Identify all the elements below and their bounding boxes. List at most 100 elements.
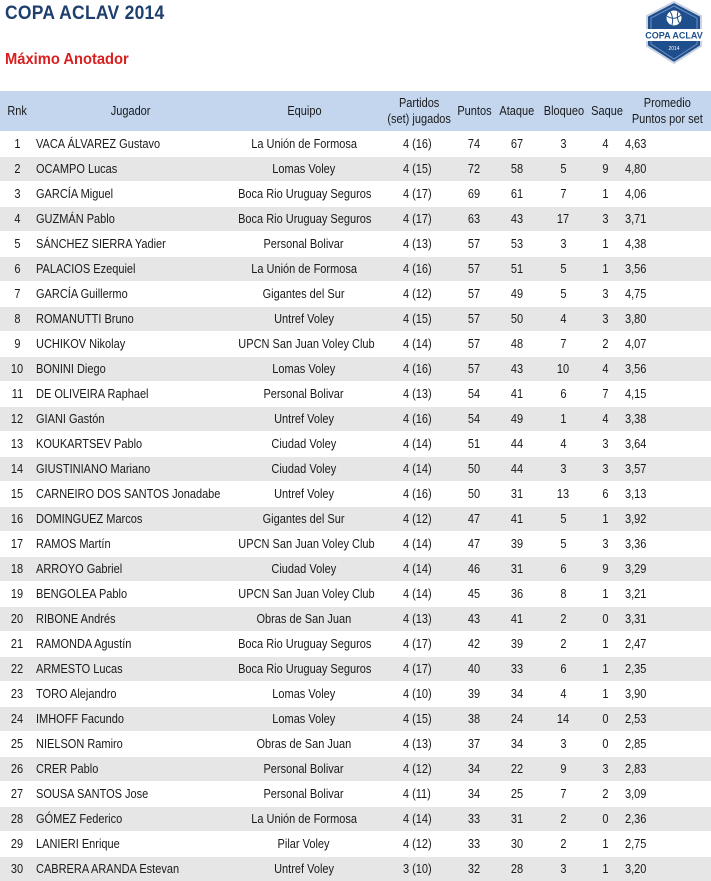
points-cell: 50 xyxy=(453,482,495,507)
team-cell: Untref Voley xyxy=(227,407,381,432)
rank-cell: 6 xyxy=(0,257,34,282)
rank-cell: 15 xyxy=(0,482,34,507)
team-cell: Gigantes del Sur xyxy=(227,507,381,532)
average-cell: 3,29 xyxy=(623,557,711,582)
average-cell: 2,85 xyxy=(623,732,711,757)
matches-cell: 4 (14) xyxy=(381,582,453,607)
player-cell: PALACIOS Ezequiel xyxy=(34,257,227,282)
attack-cell: 50 xyxy=(495,307,539,332)
team-cell: Boca Rio Uruguay Seguros xyxy=(227,632,381,657)
rank-cell: 25 xyxy=(0,732,34,757)
team-cell: Personal Bolivar xyxy=(227,782,381,807)
player-cell: LANIERI Enrique xyxy=(34,832,227,857)
attack-cell: 43 xyxy=(495,207,539,232)
average-cell: 3,71 xyxy=(623,207,711,232)
points-cell: 57 xyxy=(453,357,495,382)
column-header-rnk: Rnk xyxy=(0,91,34,132)
matches-cell: 4 (14) xyxy=(381,332,453,357)
points-cell: 39 xyxy=(453,682,495,707)
attack-cell: 31 xyxy=(495,807,539,832)
attack-cell: 61 xyxy=(495,182,539,207)
block-cell: 2 xyxy=(539,632,587,657)
attack-cell: 24 xyxy=(495,707,539,732)
matches-cell: 4 (14) xyxy=(381,807,453,832)
block-cell: 4 xyxy=(539,432,587,457)
page-subtitle: Máximo Anotador xyxy=(5,51,129,69)
points-cell: 51 xyxy=(453,432,495,457)
team-cell: Ciudad Voley xyxy=(227,432,381,457)
average-cell: 2,75 xyxy=(623,832,711,857)
points-cell: 34 xyxy=(453,782,495,807)
points-cell: 57 xyxy=(453,332,495,357)
team-cell: Lomas Voley xyxy=(227,707,381,732)
matches-cell: 4 (10) xyxy=(381,682,453,707)
player-cell: GIANI Gastón xyxy=(34,407,227,432)
player-cell: ROMANUTTI Bruno xyxy=(34,307,227,332)
serve-cell: 1 xyxy=(587,857,623,881)
attack-cell: 67 xyxy=(495,132,539,157)
serve-cell: 3 xyxy=(587,532,623,557)
block-cell: 3 xyxy=(539,232,587,257)
player-cell: GARCÍA Miguel xyxy=(34,182,227,207)
points-cell: 32 xyxy=(453,857,495,881)
matches-cell: 4 (14) xyxy=(381,557,453,582)
serve-cell: 7 xyxy=(587,382,623,407)
attack-cell: 43 xyxy=(495,357,539,382)
block-cell: 13 xyxy=(539,482,587,507)
points-cell: 46 xyxy=(453,557,495,582)
matches-cell: 4 (17) xyxy=(381,207,453,232)
block-cell: 6 xyxy=(539,557,587,582)
team-cell: Pilar Voley xyxy=(227,832,381,857)
page-title: COPA ACLAV 2014 xyxy=(5,3,165,25)
attack-cell: 39 xyxy=(495,532,539,557)
attack-cell: 34 xyxy=(495,682,539,707)
team-cell: Lomas Voley xyxy=(227,157,381,182)
player-cell: SOUSA SANTOS Jose xyxy=(34,782,227,807)
attack-cell: 44 xyxy=(495,457,539,482)
serve-cell: 0 xyxy=(587,707,623,732)
matches-cell: 4 (15) xyxy=(381,707,453,732)
team-cell: Obras de San Juan xyxy=(227,732,381,757)
average-cell: 3,38 xyxy=(623,407,711,432)
matches-cell: 4 (15) xyxy=(381,157,453,182)
rank-cell: 7 xyxy=(0,282,34,307)
player-cell: OCAMPO Lucas xyxy=(34,157,227,182)
matches-cell: 4 (15) xyxy=(381,307,453,332)
block-cell: 2 xyxy=(539,832,587,857)
attack-cell: 22 xyxy=(495,757,539,782)
player-cell: UCHIKOV Nikolay xyxy=(34,332,227,357)
matches-cell: 4 (14) xyxy=(381,532,453,557)
attack-cell: 49 xyxy=(495,407,539,432)
matches-cell: 4 (13) xyxy=(381,607,453,632)
rank-cell: 29 xyxy=(0,832,34,857)
block-cell: 5 xyxy=(539,507,587,532)
block-cell: 4 xyxy=(539,682,587,707)
serve-cell: 2 xyxy=(587,332,623,357)
block-cell: 14 xyxy=(539,707,587,732)
player-cell: CRER Pablo xyxy=(34,757,227,782)
block-cell: 3 xyxy=(539,457,587,482)
block-cell: 5 xyxy=(539,282,587,307)
serve-cell: 3 xyxy=(587,457,623,482)
team-cell: Ciudad Voley xyxy=(227,457,381,482)
points-cell: 63 xyxy=(453,207,495,232)
team-cell: Untref Voley xyxy=(227,482,381,507)
column-header-saque: Saque xyxy=(587,91,623,132)
attack-cell: 53 xyxy=(495,232,539,257)
average-cell: 4,06 xyxy=(623,182,711,207)
points-cell: 54 xyxy=(453,407,495,432)
rank-cell: 17 xyxy=(0,532,34,557)
serve-cell: 1 xyxy=(587,682,623,707)
team-cell: UPCN San Juan Voley Club xyxy=(227,582,381,607)
